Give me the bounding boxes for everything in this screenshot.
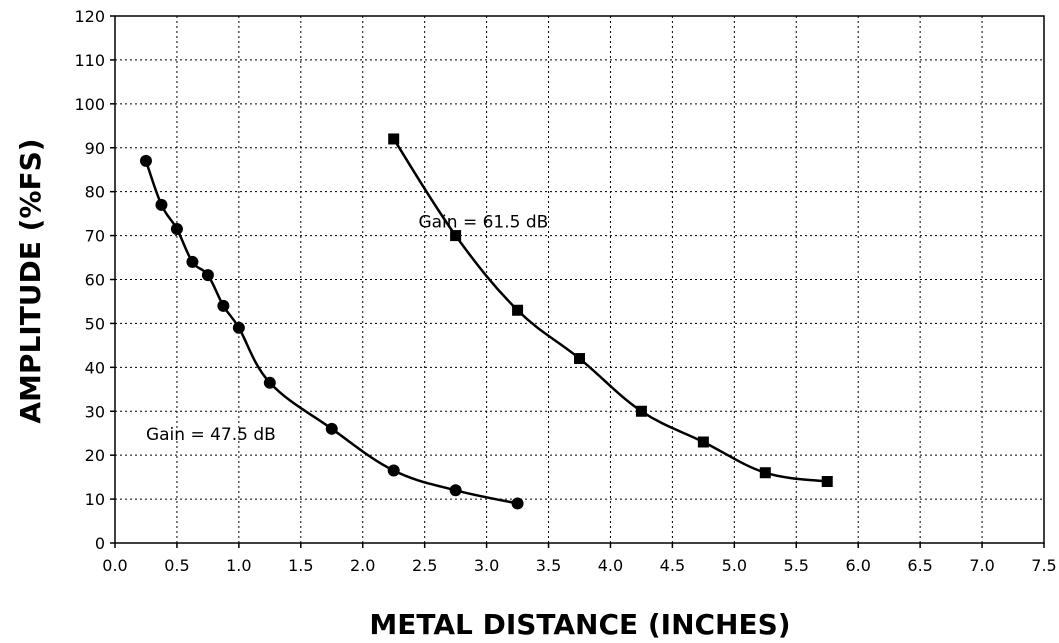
data-point-square (759, 467, 771, 479)
x-tick-label: 2.5 (412, 556, 437, 575)
data-point-circle (186, 255, 199, 268)
x-tick-label: 1.5 (288, 556, 313, 575)
annotations: Gain = 61.5 dB Gain = 47.5 dB (146, 213, 548, 445)
data-point-square (388, 133, 400, 145)
grid-lines (115, 16, 1044, 543)
data-point-circle (139, 154, 152, 167)
plot-frame (114, 15, 1045, 544)
x-tick-label: 5.5 (784, 556, 809, 575)
data-point-circle (449, 484, 462, 497)
x-tick-label: 6.5 (907, 556, 932, 575)
x-tick-label: 7.5 (1031, 556, 1056, 575)
y-tick-label: 40 (85, 358, 105, 377)
x-tick-label: 0.0 (102, 556, 127, 575)
x-tick-label: 6.0 (845, 556, 870, 575)
data-point-circle (325, 422, 338, 435)
y-tick-label: 90 (85, 139, 105, 158)
series-layer (139, 133, 833, 510)
series-2 (388, 133, 833, 488)
data-point-square (512, 304, 524, 316)
data-point-circle (232, 321, 245, 334)
data-point-square (697, 436, 709, 448)
y-tick-label: 120 (74, 7, 105, 26)
y-tick-label: 80 (85, 183, 105, 202)
x-tick-label: 1.0 (226, 556, 251, 575)
annotation-label: Gain = 61.5 dB (418, 213, 548, 233)
data-point-square (821, 476, 833, 488)
y-tick-label: 60 (85, 271, 105, 290)
y-tick-label: 50 (85, 314, 105, 333)
data-point-circle (170, 222, 183, 235)
x-tick-label: 2.0 (350, 556, 375, 575)
x-tick-label: 3.5 (536, 556, 561, 575)
data-point-square (635, 405, 647, 417)
x-tick-label: 0.5 (164, 556, 189, 575)
x-tick-label: 5.0 (722, 556, 747, 575)
series-1 (139, 154, 524, 510)
y-tick-label: 0 (95, 534, 105, 553)
y-tick-label: 20 (85, 446, 105, 465)
y-tick-label: 110 (74, 51, 105, 70)
axis-ticks: 0.0 0.5 1.0 1.5 2.0 2.5 3.0 3.5 4.0 4.5 5.0 5.5 6.0 6… (74, 7, 1056, 575)
y-tick-label: 70 (85, 227, 105, 246)
data-point-circle (263, 376, 276, 389)
data-point-circle (511, 497, 524, 510)
data-point-circle (201, 269, 214, 282)
x-tick-label: 7.0 (969, 556, 994, 575)
y-axis-title: AMPLITUDE (%FS) (14, 138, 47, 423)
x-axis-title: METAL DISTANCE (INCHES) (369, 608, 790, 641)
data-point-square (574, 353, 585, 365)
y-tick-label: 10 (85, 490, 105, 509)
x-tick-label: 3.0 (474, 556, 499, 575)
x-tick-label: 4.5 (660, 556, 685, 575)
data-point-square (450, 230, 462, 242)
annotation-label: Gain = 47.5 dB (146, 425, 276, 445)
y-tick-label: 100 (74, 95, 105, 114)
x-tick-label: 4.0 (598, 556, 623, 575)
data-point-circle (155, 198, 168, 211)
y-tick-label: 30 (85, 402, 105, 421)
data-point-circle (217, 299, 230, 312)
series-line (392, 138, 828, 483)
data-point-circle (387, 464, 400, 477)
